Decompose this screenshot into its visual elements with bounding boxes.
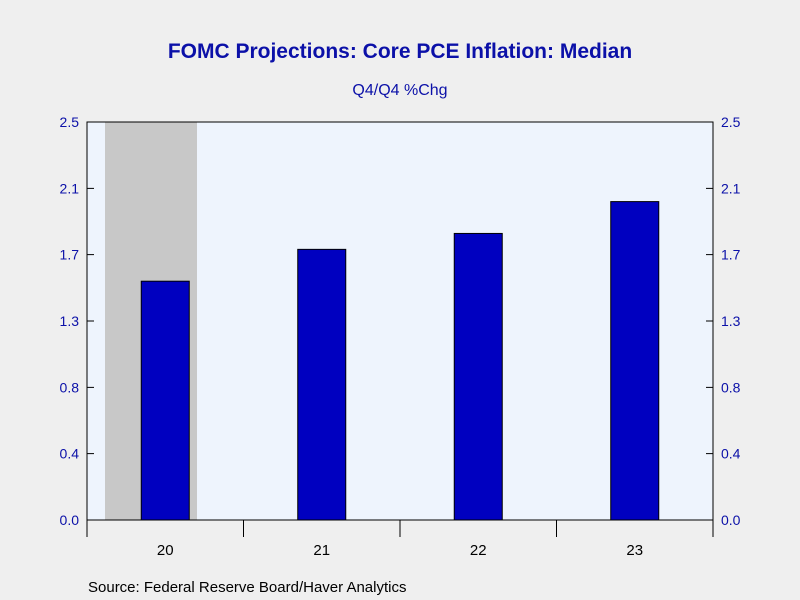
x-tick-label: 20: [157, 542, 174, 559]
x-tick-label: 21: [313, 542, 330, 559]
chart-title: FOMC Projections: Core PCE Inflation: Me…: [168, 40, 632, 63]
axes: 0.0 0.0 0.4 0.4 0.8 0.8 1.3 1.3 1.7 1.7 2.1 2.1 2.5 2…: [60, 114, 741, 559]
y-tick-label-right: 0.0: [721, 512, 741, 528]
chart-subtitle: Q4/Q4 %Chg: [352, 82, 447, 99]
bar-20: [140, 280, 190, 521]
y-tick-label-left: 0.0: [60, 512, 80, 528]
y-tick-label-right: 0.4: [721, 446, 741, 462]
y-tick-label-left: 2.5: [60, 114, 80, 130]
y-tick-label-left: 0.4: [60, 446, 80, 462]
bars: [140, 201, 660, 521]
y-tick-label-right: 2.1: [721, 180, 741, 196]
y-tick-label-left: 1.3: [60, 313, 80, 329]
bar-22: [453, 232, 503, 521]
bar-21: [297, 248, 347, 521]
y-tick-label-right: 0.8: [721, 379, 741, 395]
x-tick-label: 22: [470, 542, 487, 559]
y-tick-label-right: 1.3: [721, 313, 741, 329]
y-tick-label-right: 1.7: [721, 247, 741, 263]
y-tick-label-right: 2.5: [721, 114, 741, 130]
y-tick-label-left: 0.8: [60, 379, 80, 395]
source-note: Source: Federal Reserve Board/Haver Anal…: [88, 579, 406, 596]
x-tick-label: 23: [626, 542, 643, 559]
y-tick-label-left: 2.1: [60, 180, 80, 196]
bar-23: [610, 201, 660, 521]
y-tick-label-left: 1.7: [60, 247, 80, 263]
